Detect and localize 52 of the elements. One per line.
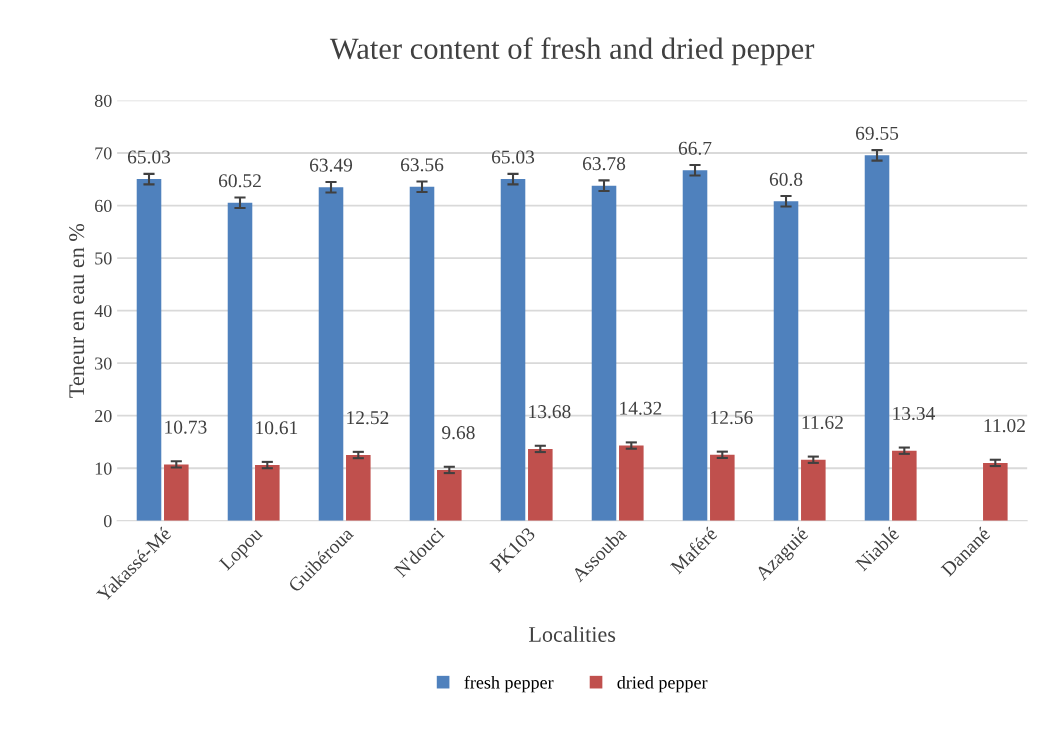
bar <box>710 454 735 521</box>
data-label: 10.61 <box>256 421 298 435</box>
y-tick-label: 80 <box>94 94 112 107</box>
y-tick-label: 30 <box>95 357 112 370</box>
data-label: 10.73 <box>165 420 207 434</box>
bar <box>619 445 644 521</box>
y-tick-label: 20 <box>95 409 112 423</box>
data-label: 66.7 <box>678 141 712 155</box>
bar <box>892 450 917 521</box>
bar <box>528 448 553 521</box>
data-label: 63.49 <box>309 158 353 172</box>
bar <box>255 465 280 521</box>
data-label: 9.68 <box>442 426 475 440</box>
bar <box>318 187 344 521</box>
data-label: 13.68 <box>529 405 571 419</box>
data-label: 63.78 <box>582 157 626 171</box>
bar <box>164 464 189 521</box>
y-tick-label: 70 <box>95 147 112 160</box>
data-label: 60.52 <box>218 174 261 188</box>
legend-label: dried pepper <box>617 675 708 693</box>
data-label: 14.32 <box>620 401 662 415</box>
chart-title: Water content of fresh and dried pepper <box>329 37 815 66</box>
bar <box>346 455 371 521</box>
data-label: 69.55 <box>855 126 899 140</box>
x-axis-title: Localities <box>528 626 616 642</box>
y-tick-label: 10 <box>95 462 112 475</box>
data-label: 12.56 <box>711 410 753 425</box>
bar <box>437 469 462 521</box>
data-label: 12.52 <box>347 411 389 425</box>
bar <box>409 186 435 521</box>
bar <box>591 185 617 521</box>
y-tick-label: 60 <box>95 199 112 212</box>
bar <box>682 170 708 521</box>
data-label: 65.03 <box>127 150 171 164</box>
y-axis-title: Teneur en eau en % <box>69 223 85 398</box>
bar <box>773 201 799 521</box>
data-label: 65.03 <box>491 150 535 164</box>
y-tick-label: 50 <box>95 252 112 265</box>
data-label: 63.56 <box>400 158 444 172</box>
bar <box>227 202 253 521</box>
bar <box>864 155 890 521</box>
bar <box>983 462 1008 521</box>
data-label: 11.62 <box>802 415 843 430</box>
legend-label: fresh pepper <box>464 675 554 693</box>
y-tick-label: 40 <box>94 304 112 318</box>
bar <box>136 179 162 521</box>
data-label: 11.02 <box>984 419 1025 433</box>
bar <box>801 459 826 521</box>
data-label: 13.34 <box>893 406 935 421</box>
data-label: 60.8 <box>769 172 803 186</box>
y-tick-label: 0 <box>103 515 112 528</box>
bar <box>500 179 526 521</box>
